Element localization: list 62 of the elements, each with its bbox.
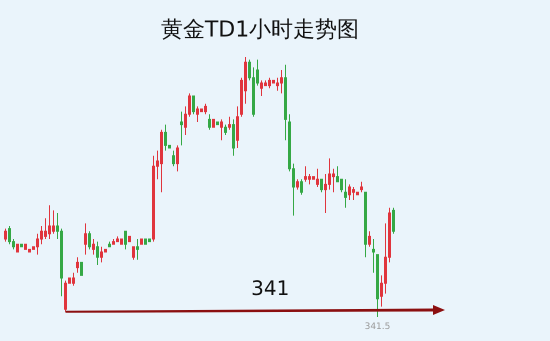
candlestick bbox=[164, 124, 167, 152]
candlestick bbox=[364, 192, 367, 258]
candlestick bbox=[116, 236, 119, 242]
candlestick bbox=[360, 181, 363, 193]
candlestick bbox=[108, 241, 111, 248]
candlestick bbox=[316, 168, 319, 188]
candlestick bbox=[232, 118, 235, 156]
candlestick bbox=[64, 280, 67, 312]
candlestick bbox=[84, 222, 87, 256]
candlestick bbox=[352, 186, 355, 200]
candlestick bbox=[48, 204, 51, 240]
candlestick bbox=[284, 64, 287, 141]
candlestick bbox=[320, 178, 323, 193]
candlestick bbox=[100, 246, 103, 263]
annotation: 341 bbox=[251, 276, 290, 300]
candlestick bbox=[212, 118, 215, 128]
candlestick bbox=[4, 228, 7, 242]
candlestick bbox=[180, 111, 183, 146]
candlestick bbox=[220, 118, 223, 141]
candlestick bbox=[296, 178, 299, 190]
candlestick bbox=[76, 256, 79, 274]
candlestick bbox=[72, 272, 75, 286]
candlestick bbox=[192, 96, 195, 115]
candlestick bbox=[160, 129, 163, 193]
candlestick bbox=[80, 262, 83, 276]
candlestick bbox=[304, 166, 307, 182]
candlestick bbox=[124, 230, 127, 250]
candlestick bbox=[268, 77, 271, 89]
candlestick bbox=[372, 238, 375, 274]
candlestick bbox=[344, 178, 347, 208]
candlestick bbox=[196, 106, 199, 122]
candlestick bbox=[16, 244, 19, 252]
candlestick bbox=[260, 80, 263, 96]
candlestick bbox=[348, 184, 351, 200]
candlestick bbox=[96, 241, 99, 266]
candlestick bbox=[128, 236, 131, 242]
candlestick bbox=[228, 116, 231, 130]
text: 341.5 bbox=[364, 322, 390, 332]
candlestick bbox=[224, 124, 227, 136]
candlestick bbox=[368, 230, 371, 248]
candlestick bbox=[132, 246, 135, 260]
candlestick bbox=[112, 238, 115, 245]
candlestick bbox=[88, 230, 91, 250]
candlestick bbox=[144, 238, 147, 245]
candlestick bbox=[392, 207, 395, 234]
candlestick bbox=[92, 238, 95, 256]
candlestick bbox=[208, 114, 211, 130]
chart-title: 黄金TD1小时走势图 bbox=[160, 18, 360, 42]
candlestick bbox=[24, 244, 27, 250]
candlestick bbox=[376, 254, 379, 318]
candlestick bbox=[216, 122, 219, 126]
candlestick bbox=[300, 178, 303, 196]
candlestick bbox=[172, 150, 175, 167]
candlestick bbox=[148, 238, 151, 242]
candlestick bbox=[140, 238, 143, 245]
candlestick bbox=[280, 70, 283, 94]
candlestick bbox=[136, 238, 139, 260]
candlestick bbox=[176, 144, 179, 172]
candlestick bbox=[204, 103, 207, 115]
candlestick bbox=[120, 238, 123, 245]
candlestick bbox=[236, 106, 239, 148]
candlestick bbox=[20, 244, 23, 248]
